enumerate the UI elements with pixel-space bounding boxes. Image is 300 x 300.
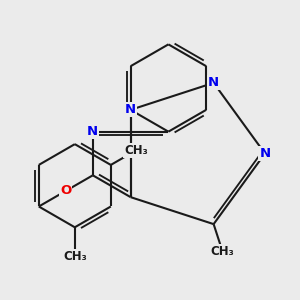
- Text: CH₃: CH₃: [63, 250, 87, 263]
- Text: CH₃: CH₃: [211, 245, 235, 258]
- Text: O: O: [60, 184, 71, 197]
- Text: N: N: [208, 76, 219, 89]
- Text: CH₃: CH₃: [124, 144, 148, 157]
- Text: N: N: [260, 147, 271, 160]
- Text: N: N: [87, 125, 98, 138]
- Text: N: N: [125, 103, 136, 116]
